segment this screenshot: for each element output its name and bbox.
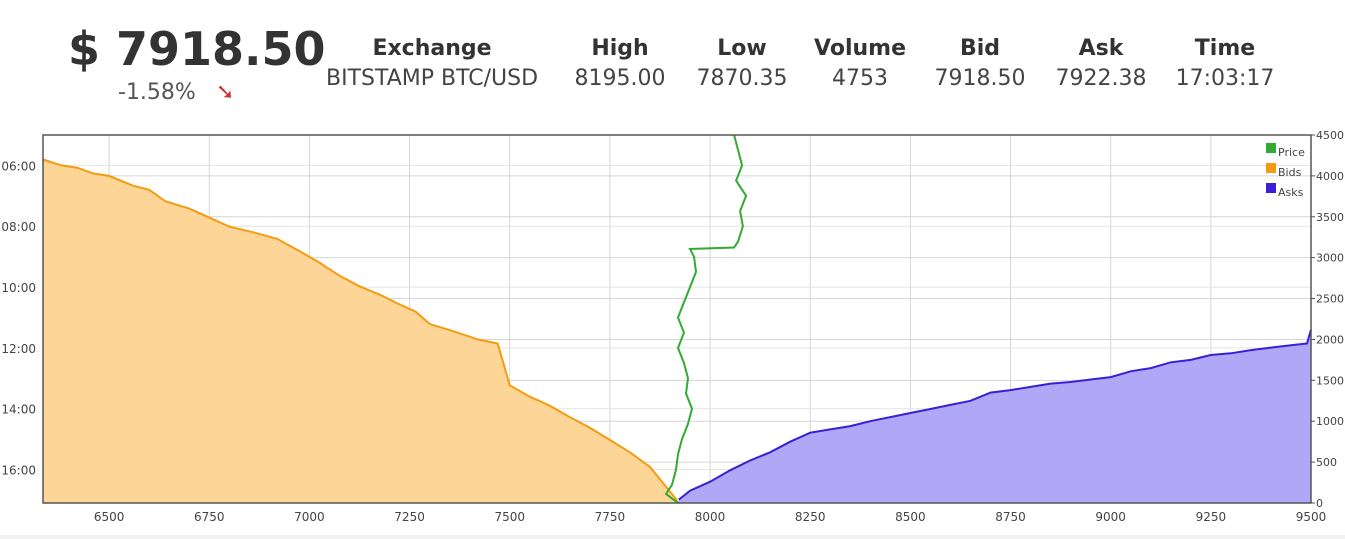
price-line-layer	[664, 134, 748, 504]
left-axis-ticks: 06:00 08:00 10:00 12:00 14:00 16:00	[1, 159, 36, 477]
right-tick-label: 3500	[1316, 211, 1344, 224]
legend-label-asks: Asks	[1278, 186, 1304, 199]
x-tick-label: 7750	[595, 510, 626, 524]
right-tick-label: 2500	[1316, 293, 1344, 306]
right-tick-label: 4000	[1316, 170, 1344, 183]
stat-label: Time	[1194, 36, 1256, 61]
x-tick-label: 9250	[1196, 510, 1227, 524]
ticker-header: $ 7918.50 -1.58% ➘ Exchange BITSTAMP BTC…	[0, 0, 1345, 125]
right-tick-label: 1000	[1316, 415, 1344, 428]
current-price: $ 7918.50	[68, 22, 326, 76]
stat-value: BITSTAMP BTC/USD	[325, 66, 539, 91]
right-tick-label: 4500	[1316, 129, 1344, 142]
right-tick-label: 3000	[1316, 252, 1344, 265]
x-tick-label: 7000	[294, 510, 325, 524]
x-tick-label: 8750	[995, 510, 1026, 524]
footer-bar	[0, 535, 1345, 539]
stat-exchange: Exchange BITSTAMP BTC/USD	[320, 34, 544, 94]
legend-swatch-asks	[1266, 183, 1276, 193]
x-axis-ticks: 6500 6750 7000 7250 7500 7750 8000 8250 8500 8750…	[94, 510, 1326, 524]
left-tick-label: 16:00	[1, 464, 36, 478]
stat-value: 7922.38	[1055, 66, 1147, 91]
x-tick-label: 6750	[194, 510, 225, 524]
legend-label-bids: Bids	[1278, 166, 1302, 179]
right-tick-label: 2000	[1316, 333, 1344, 346]
area-bids	[43, 159, 678, 503]
down-arrow-icon: ➘	[216, 80, 235, 105]
stat-value: 17:03:17	[1175, 66, 1275, 91]
stat-label: Ask	[1078, 36, 1124, 61]
price-block: $ 7918.50	[68, 22, 326, 76]
stat-value: 4753	[832, 66, 888, 91]
left-tick-label: 06:00	[1, 159, 36, 173]
stat-label: Volume	[814, 36, 906, 61]
x-tick-label: 7250	[394, 510, 425, 524]
line-asks	[678, 329, 1312, 501]
area-asks	[678, 329, 1311, 503]
right-tick-label: 500	[1316, 456, 1337, 469]
stat-time: Time 17:03:17	[1175, 34, 1275, 94]
legend-swatch-price	[1266, 143, 1276, 153]
stat-value: 8195.00	[574, 66, 666, 91]
left-tick-label: 12:00	[1, 342, 36, 356]
stat-value: 7918.50	[934, 66, 1026, 91]
chart-legend: Price Bids Asks	[1266, 143, 1305, 199]
left-tick-label: 10:00	[1, 281, 36, 295]
right-axis-ticks: 0 500 1000 1500 2000 2500 3000 3500 4000 4500	[1311, 129, 1344, 510]
chart-areas	[42, 158, 1312, 503]
legend-swatch-bids	[1266, 163, 1276, 173]
line-price	[664, 134, 748, 504]
right-tick-label: 0	[1316, 497, 1323, 510]
x-tick-label: 8000	[695, 510, 726, 524]
stat-label: Exchange	[372, 36, 492, 61]
legend-label-price: Price	[1278, 146, 1305, 159]
x-tick-label: 7500	[494, 510, 525, 524]
stat-bid: Bid 7918.50	[930, 34, 1030, 94]
right-tick-label: 1500	[1316, 374, 1344, 387]
x-tick-label: 8250	[795, 510, 826, 524]
stat-volume: Volume 4753	[810, 34, 910, 94]
left-tick-label: 08:00	[1, 220, 36, 234]
stat-low: Low 7870.35	[692, 34, 792, 94]
line-bids	[42, 158, 678, 502]
stat-high: High 8195.00	[570, 34, 670, 94]
stat-label: High	[591, 36, 649, 61]
stat-label: Bid	[959, 36, 1001, 61]
x-tick-label: 9000	[1095, 510, 1126, 524]
stat-label: Low	[717, 36, 767, 61]
x-tick-label: 6500	[94, 510, 125, 524]
left-tick-label: 14:00	[1, 403, 36, 417]
stat-value: 7870.35	[696, 66, 788, 91]
stat-ask: Ask 7922.38	[1051, 34, 1151, 94]
price-change: -1.58%	[118, 80, 196, 105]
plot-frame	[42, 134, 1312, 504]
x-tick-label: 9500	[1296, 510, 1327, 524]
x-tick-label: 8500	[895, 510, 926, 524]
depth-chart: 6500 6750 7000 7250 7500 7750 8000 8250 8500 8750…	[1, 129, 1344, 524]
